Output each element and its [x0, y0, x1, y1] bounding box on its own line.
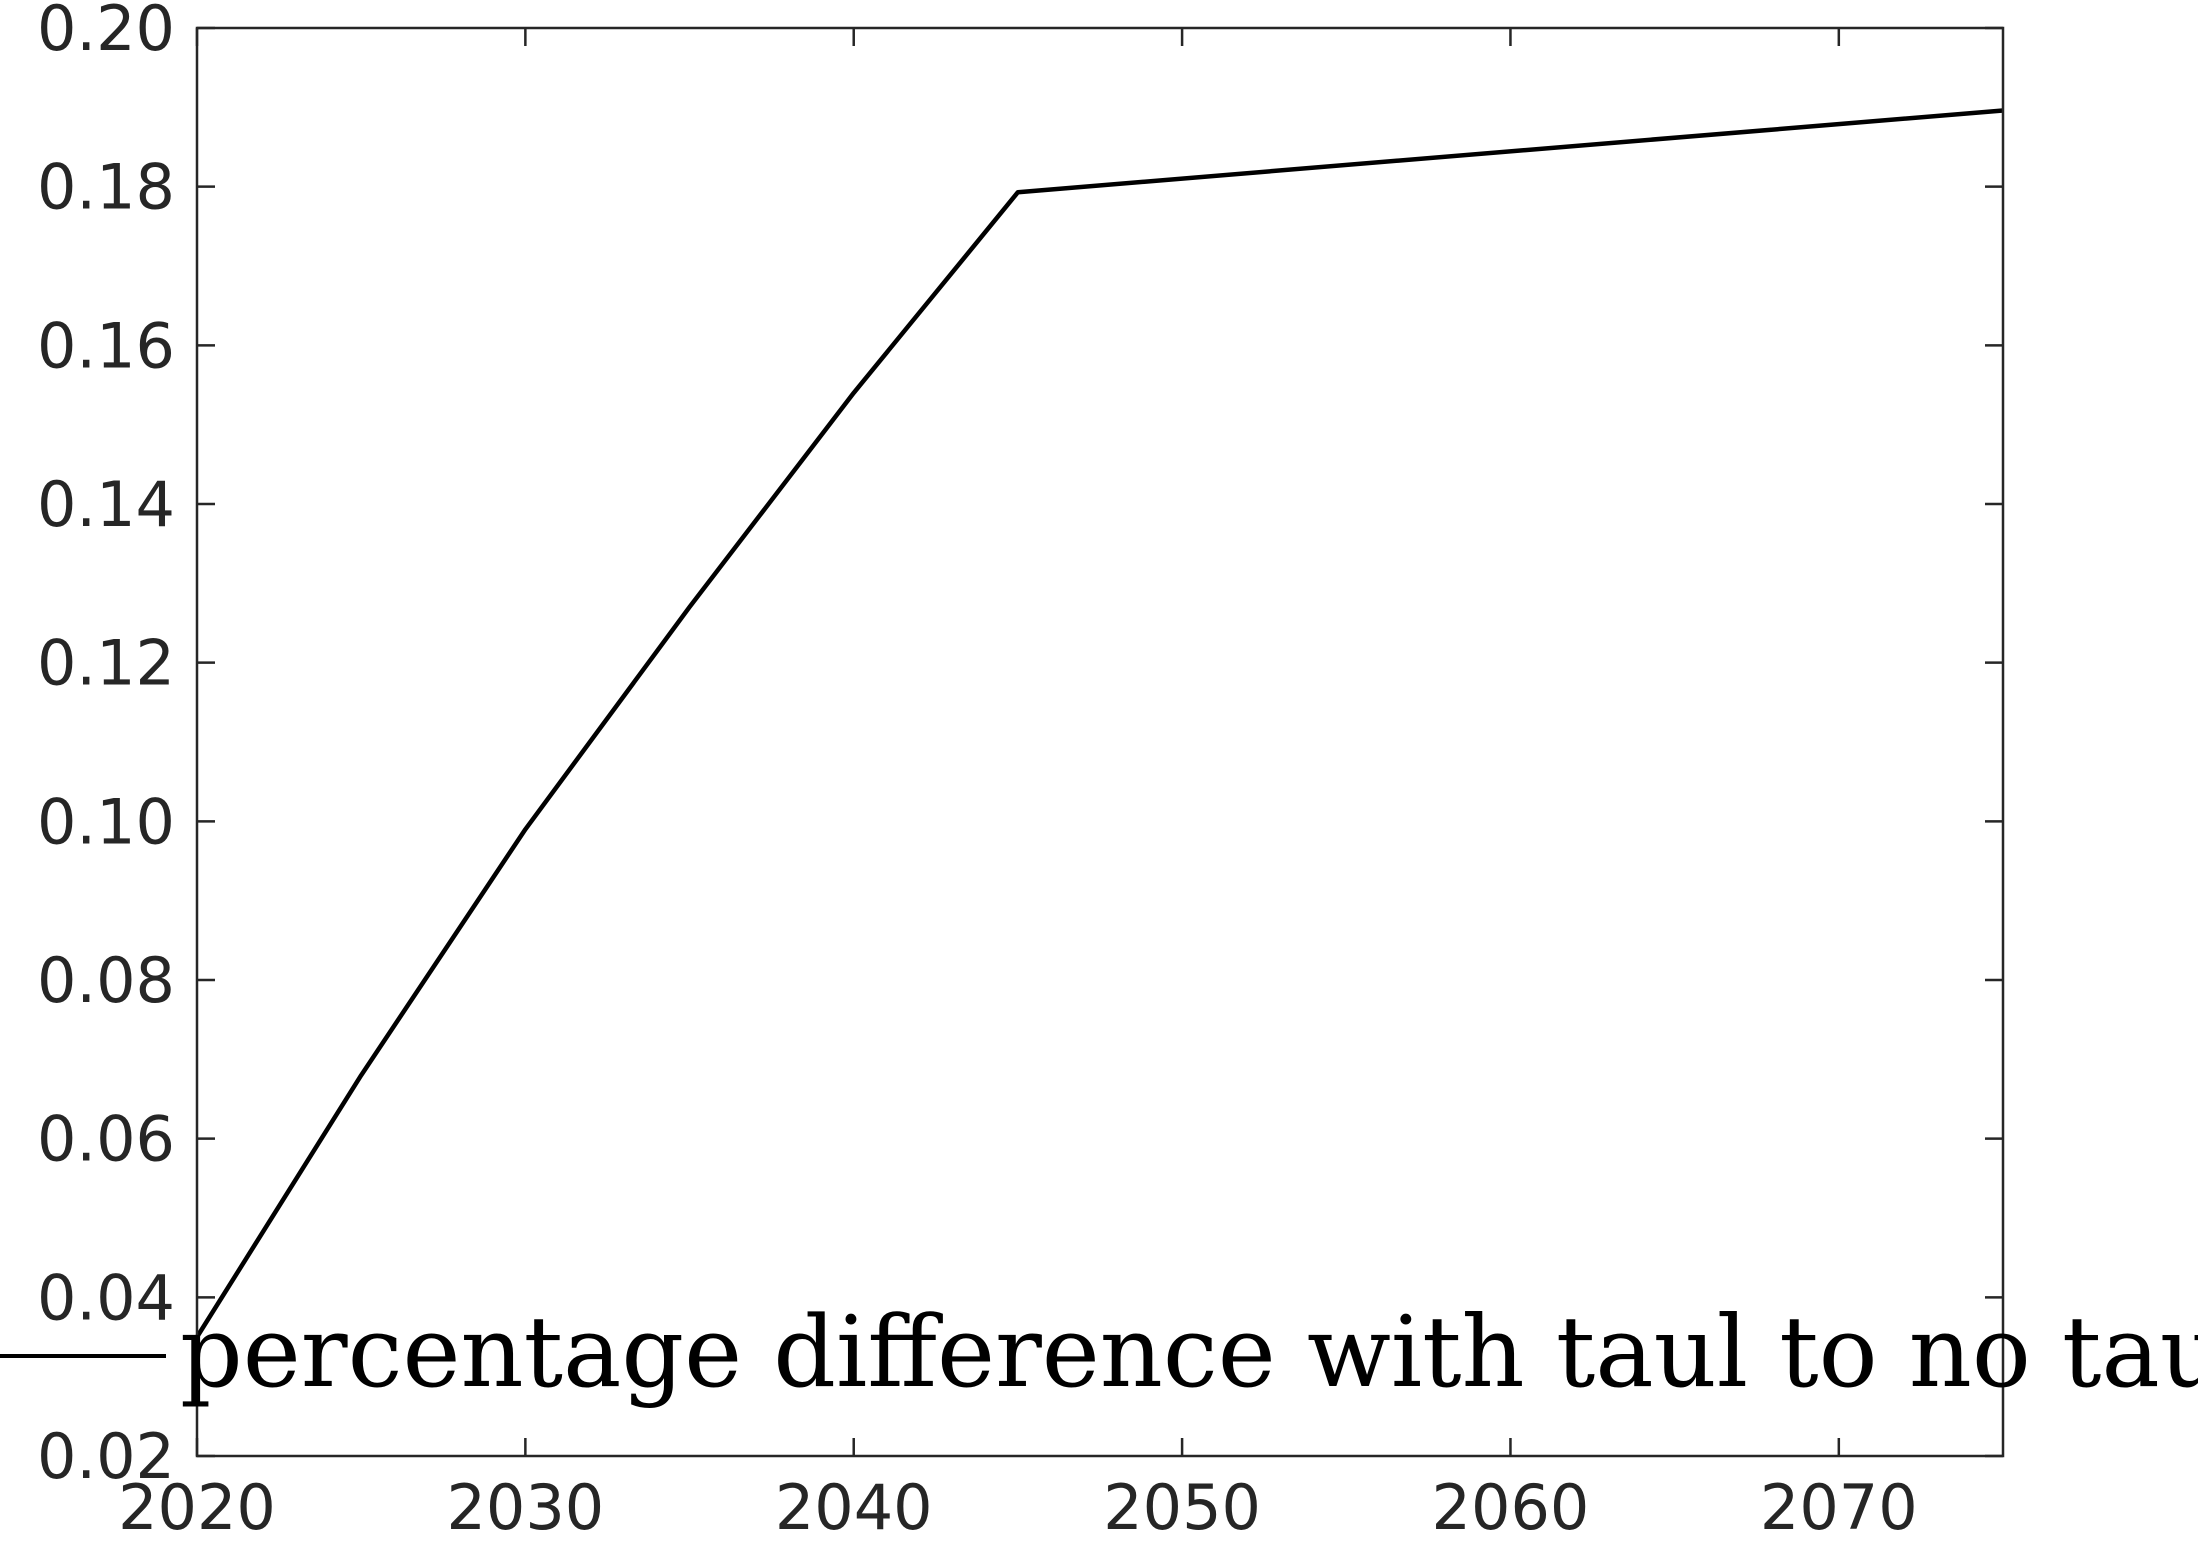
y-tick-label: 0.14 — [37, 468, 175, 541]
y-axis: 0.02 0.04 0.06 0.08 0.10 0.12 0.14 0.16 0.18 0.20 — [37, 0, 2003, 1493]
y-tick-label: 0.08 — [37, 944, 175, 1017]
y-tick-label: 0.18 — [37, 151, 175, 224]
series-layer — [195, 108, 2004, 1339]
y-tick-label: 0.04 — [37, 1261, 175, 1334]
y-tick-label: 0.06 — [37, 1103, 175, 1176]
y-tick-label: 0.02 — [37, 1420, 175, 1493]
y-tick-label: 0.16 — [37, 309, 175, 382]
series-line — [195, 108, 2004, 1339]
x-axis: 2020 2030 2040 2050 2060 2070 — [118, 28, 1918, 1544]
x-tick-label: 2060 — [1432, 1471, 1590, 1544]
y-tick-label: 0.12 — [37, 627, 175, 700]
legend: percentage difference with taul to no ta… — [0, 1296, 2198, 1410]
x-tick-label: 2050 — [1103, 1471, 1261, 1544]
x-tick-label: 2070 — [1760, 1471, 1918, 1544]
plot-frame — [195, 26, 2005, 1458]
plot-area — [197, 28, 2003, 1456]
x-tick-label: 2020 — [118, 1471, 276, 1544]
x-tick-label: 2030 — [446, 1471, 604, 1544]
y-tick-label: 0.10 — [37, 785, 175, 858]
legend-label: percentage difference with taul to no ta… — [180, 1296, 2198, 1410]
x-tick-label: 2040 — [775, 1471, 933, 1544]
y-tick-label: 0.20 — [37, 0, 175, 65]
